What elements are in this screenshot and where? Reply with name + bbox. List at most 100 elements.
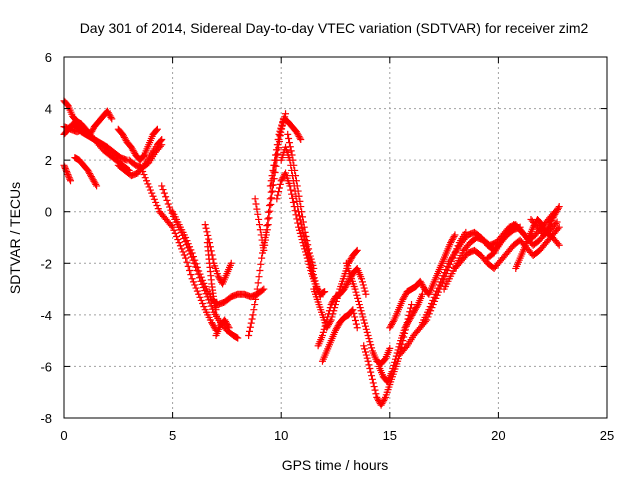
- data-point: [199, 300, 207, 308]
- data-point: [250, 306, 258, 314]
- data-point: [370, 383, 378, 391]
- data-point: [170, 226, 178, 234]
- data-point: [358, 275, 366, 283]
- data-point: [433, 287, 441, 295]
- data-point: [260, 285, 268, 293]
- y-tick-label: -6: [40, 359, 52, 374]
- data-point: [269, 181, 277, 189]
- data-point: [186, 267, 194, 275]
- data-point: [431, 290, 439, 298]
- data-point: [363, 328, 371, 336]
- data-point: [148, 189, 156, 197]
- data-point: [66, 175, 74, 183]
- data-point: [381, 395, 389, 403]
- data-point: [555, 223, 563, 231]
- data-point: [191, 256, 199, 264]
- x-axis-label: GPS time / hours: [282, 457, 389, 473]
- data-series: [318, 306, 361, 365]
- data-point: [207, 247, 215, 255]
- data-point: [274, 191, 282, 199]
- data-point: [267, 177, 275, 185]
- data-point: [183, 237, 191, 245]
- data-point: [392, 352, 400, 360]
- data-point: [443, 262, 451, 270]
- data-point: [162, 193, 170, 201]
- data-point: [372, 390, 380, 398]
- data-point: [361, 319, 369, 327]
- data-point: [356, 304, 364, 312]
- data-point: [275, 184, 283, 192]
- data-series: [60, 161, 75, 185]
- data-point: [451, 231, 459, 239]
- data-point: [353, 291, 361, 299]
- data-point: [320, 325, 328, 333]
- data-point: [358, 310, 366, 318]
- plot-frame: [63, 56, 608, 419]
- data-point: [434, 284, 442, 292]
- data-point: [307, 255, 315, 263]
- data-point: [196, 293, 204, 301]
- data-point: [297, 203, 305, 211]
- data-point: [365, 335, 373, 343]
- data-point: [137, 164, 145, 172]
- data-point: [311, 277, 319, 285]
- data-point: [144, 180, 152, 188]
- data-point: [351, 313, 359, 321]
- data-point: [63, 169, 71, 177]
- data-point: [366, 338, 374, 346]
- data-point: [159, 186, 167, 194]
- data-point: [209, 255, 217, 263]
- data-point: [273, 195, 281, 203]
- data-point: [245, 327, 253, 335]
- data-point: [208, 251, 216, 259]
- data-point: [353, 246, 361, 254]
- x-tick-label: 25: [600, 428, 614, 443]
- x-tick-label: 20: [491, 428, 505, 443]
- y-tick-label: 2: [45, 153, 52, 168]
- data-point: [184, 240, 192, 248]
- data-point: [305, 249, 313, 257]
- data-point: [554, 240, 562, 248]
- data-point: [361, 322, 369, 330]
- data-point: [149, 192, 157, 200]
- data-point: [139, 167, 147, 175]
- data-point: [321, 322, 329, 330]
- data-series: [386, 231, 459, 332]
- data-point: [437, 278, 445, 286]
- data-point: [195, 290, 203, 298]
- data-point: [308, 258, 316, 266]
- data-point: [179, 248, 187, 256]
- data-point: [292, 172, 300, 180]
- data-series: [245, 117, 287, 339]
- data-point: [189, 278, 197, 286]
- data-point: [180, 251, 188, 259]
- data-point: [430, 293, 438, 301]
- data-point: [163, 196, 171, 204]
- data-point: [555, 203, 563, 211]
- data-point: [278, 121, 286, 129]
- data-point: [256, 226, 264, 234]
- data-point: [204, 231, 212, 239]
- data-point: [301, 228, 309, 236]
- data-point: [267, 200, 275, 208]
- data-point: [362, 351, 370, 359]
- data-point: [186, 243, 194, 251]
- data-point: [442, 265, 450, 273]
- data-point: [274, 136, 282, 144]
- data-point: [322, 319, 330, 327]
- data-point: [108, 115, 116, 123]
- data-point: [302, 232, 310, 240]
- data-point: [369, 379, 377, 387]
- data-point: [166, 203, 174, 211]
- data-series: [360, 301, 416, 409]
- data-point: [276, 180, 284, 188]
- data-point: [264, 221, 272, 229]
- data-point: [153, 126, 161, 134]
- data-point: [153, 125, 161, 133]
- data-point: [367, 341, 375, 349]
- y-axis-label: SDTVAR / TECUs: [7, 182, 23, 294]
- data-point: [197, 296, 205, 304]
- data-point: [355, 297, 363, 305]
- data-point: [154, 205, 162, 213]
- data-point: [371, 386, 379, 394]
